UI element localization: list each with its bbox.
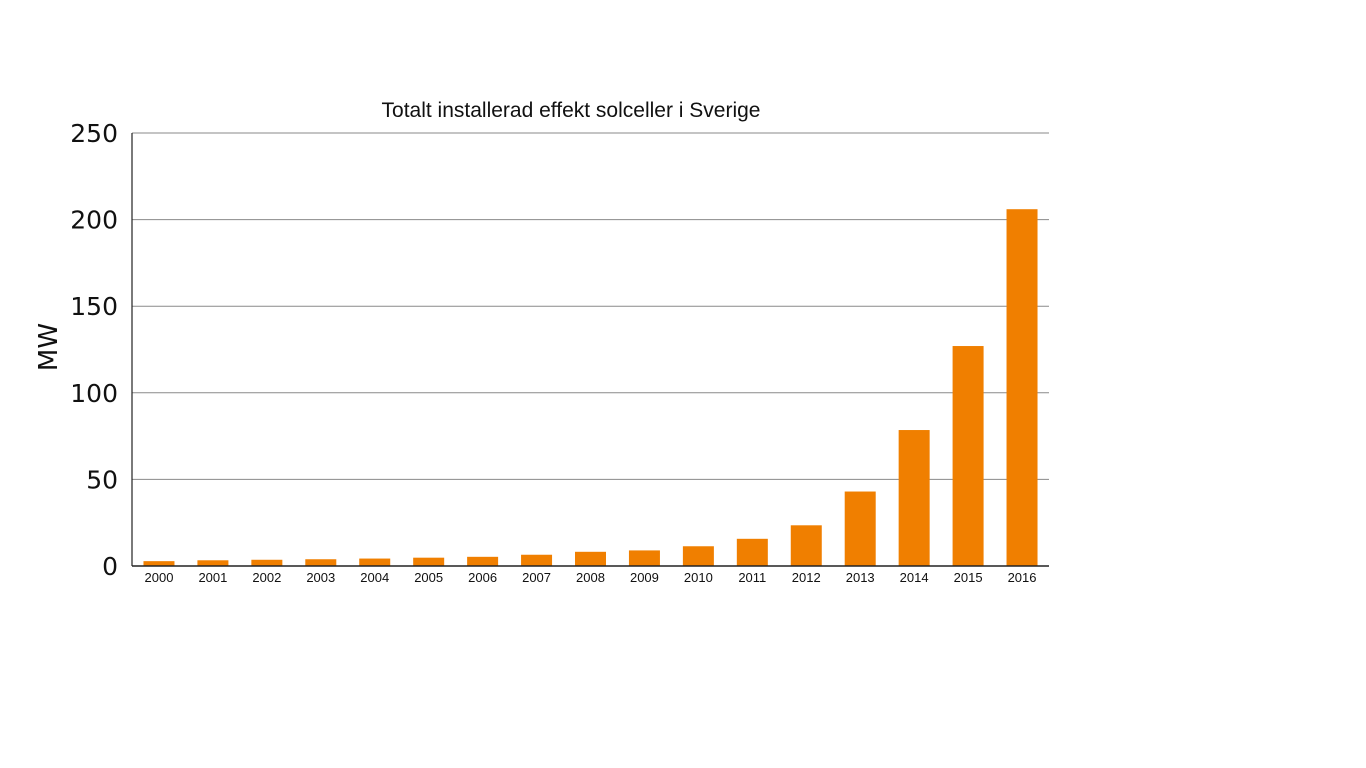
x-tick-label: 2000 <box>145 570 174 585</box>
axes <box>131 133 1049 567</box>
x-tick-label: 2016 <box>1008 570 1037 585</box>
x-tick-label: 2013 <box>846 570 875 585</box>
x-tick-label: 2005 <box>414 570 443 585</box>
bar-2008 <box>575 551 606 566</box>
x-tick-label: 2001 <box>198 570 227 585</box>
bar-2005 <box>413 557 445 566</box>
bar-2000 <box>143 561 175 566</box>
gridlines <box>132 132 1049 480</box>
y-tick-label: 50 <box>86 465 118 494</box>
y-tick-label: 150 <box>70 292 118 321</box>
x-tick-label: 2011 <box>738 570 766 585</box>
bar-2002 <box>251 559 283 566</box>
bar-2010 <box>682 546 714 566</box>
bar-2004 <box>359 558 391 566</box>
x-tick-label: 2010 <box>684 570 713 585</box>
bar-2006 <box>467 556 499 566</box>
x-tick-label: 2014 <box>900 570 929 585</box>
y-axis-label: MW <box>34 323 64 371</box>
y-tick-label: 100 <box>70 379 118 408</box>
bar-2015 <box>952 346 984 566</box>
bars <box>143 209 1038 566</box>
x-tick-label: 2002 <box>252 570 281 585</box>
bar-2014 <box>898 430 930 566</box>
x-tick-label: 2003 <box>306 570 335 585</box>
x-tick-label: 2004 <box>360 570 389 585</box>
chart-title: Totalt installerad effekt solceller i Sv… <box>382 99 761 122</box>
y-tick-label: 200 <box>70 206 118 235</box>
x-tick-label: 2012 <box>792 570 821 585</box>
bar-2013 <box>844 491 876 566</box>
bar-2001 <box>197 560 229 566</box>
bar-2003 <box>305 559 337 566</box>
bar-2011 <box>736 538 768 566</box>
y-tick-label: 250 <box>70 119 118 148</box>
x-tick-label: 2006 <box>468 570 497 585</box>
y-tick-label: 0 <box>102 552 118 581</box>
x-tick-label: 2008 <box>576 570 605 585</box>
x-tick-label: 2015 <box>954 570 983 585</box>
bar-2012 <box>790 525 822 566</box>
bar-2016 <box>1006 209 1038 566</box>
bar-2009 <box>628 550 660 566</box>
y-tick-labels: 0 50 100 150 200 250 <box>70 119 118 581</box>
bar-2007 <box>521 554 553 566</box>
x-tick-labels: 2000 2001 2002 2003 2004 2005 2006 2007 2008 2009… <box>145 570 1037 585</box>
x-tick-label: 2009 <box>630 570 659 585</box>
x-tick-label: 2007 <box>522 570 551 585</box>
